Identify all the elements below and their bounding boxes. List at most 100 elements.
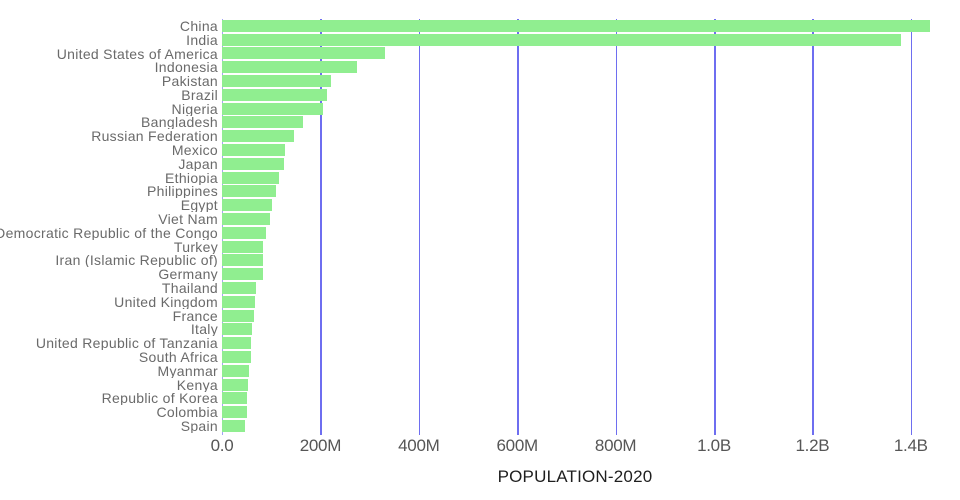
bar-row: Turkey [0,240,960,254]
population-bar [222,309,255,322]
bar-row: Spain [0,419,960,433]
category-label: Italy [190,322,218,337]
category-label: United Kingdom [114,294,218,309]
category-label: Viet Nam [158,212,218,226]
bar-track [222,309,960,322]
bar-rows-container: China India United States of America Indone… [0,19,960,433]
gridline [517,19,519,435]
population-bar [222,282,257,295]
bar-row: India [0,33,960,47]
bar-row: Pakistan [0,74,960,88]
population-bar [222,33,901,46]
population-bar [222,351,252,364]
bar-track [222,226,960,239]
population-bar [222,102,324,115]
bar-row: Thailand [0,281,960,295]
category-label: Iran (Islamic Republic of) [55,253,218,268]
bar-row: China [0,19,960,33]
bar-row: Republic of Korea [0,392,960,405]
category-label: Japan [178,156,218,171]
category-label: Russian Federation [91,129,218,144]
population-bar [222,254,264,267]
gridline [418,19,421,435]
population-bar [222,47,385,60]
bar-track [222,19,960,32]
gridline [714,19,716,435]
population-bar [222,130,294,143]
bar-row: Iran (Islamic Republic of) [0,253,960,268]
x-tick-label: 200M [299,436,342,455]
bar-row: Nigeria [0,102,960,116]
population-bar [222,144,286,157]
population-bar [222,406,248,419]
population-bar [222,157,285,170]
population-bar [222,392,248,405]
bar-row: France [0,309,960,323]
category-label: India [186,32,218,47]
category-label: Egypt [180,198,218,213]
bar-track [222,378,960,391]
bar-track [222,88,960,101]
category-label: Brazil [181,87,218,102]
bar-track [222,282,960,295]
population-bar [222,116,304,129]
population-bar [222,378,249,391]
category-label: United Republic of Tanzania [35,336,218,351]
bar-row: United Republic of Tanzania [0,336,960,350]
population-bar [222,337,252,350]
category-label: Pakistan [161,74,218,88]
bar-track [222,240,960,253]
category-label: Indonesia [154,60,218,75]
x-axis-title: POPULATION-2020 [497,467,653,486]
category-label: United States of America [56,46,218,61]
category-label: Kenya [176,377,218,392]
bar-row: Brazil [0,88,960,102]
bar-row: Indonesia [0,60,960,74]
gridline [615,19,618,435]
category-label: Myanmar [157,363,218,378]
bar-row: United Kingdom [0,295,960,309]
x-tick-label: 0.0 [210,436,234,455]
bar-track [222,144,960,157]
population-bar [222,240,264,253]
bar-track [222,364,960,377]
population-bar [222,75,331,88]
bar-track [222,157,960,170]
category-label: Turkey [173,239,218,254]
bar-track [222,33,960,46]
population-bar [222,295,256,308]
x-tick-label: 800M [594,436,637,455]
bar-track [222,199,960,212]
category-label: Spain [180,419,218,433]
x-tick-label: 1.0B [697,436,731,455]
category-label: Germany [158,267,218,282]
bar-track [222,61,960,74]
category-label: France [172,308,218,323]
bar-track [222,116,960,129]
bar-track [222,171,960,184]
population-bar [222,185,276,198]
bar-track [222,130,960,143]
bar-track [222,406,960,419]
x-tick-label: 1.2B [795,436,830,455]
x-tick-label: 600M [496,436,539,455]
population-bar [222,420,245,432]
x-tick-label: 1.4B [893,436,928,455]
population-bar [222,213,270,226]
population-bar [222,199,273,212]
bar-row: Kenya [0,378,960,392]
bar-row: Colombia [0,405,960,419]
bar-track [222,420,960,432]
bar-track [222,323,960,336]
x-tick-label: 400M [398,436,440,455]
bar-track [222,295,960,308]
bar-track [222,268,960,281]
population-bar [222,88,327,101]
bar-track [222,351,960,364]
category-label: Bangladesh [141,115,218,130]
bar-track [222,75,960,88]
gridline [320,19,322,435]
bar-track [222,337,960,350]
bar-row: United States of America [0,46,960,61]
